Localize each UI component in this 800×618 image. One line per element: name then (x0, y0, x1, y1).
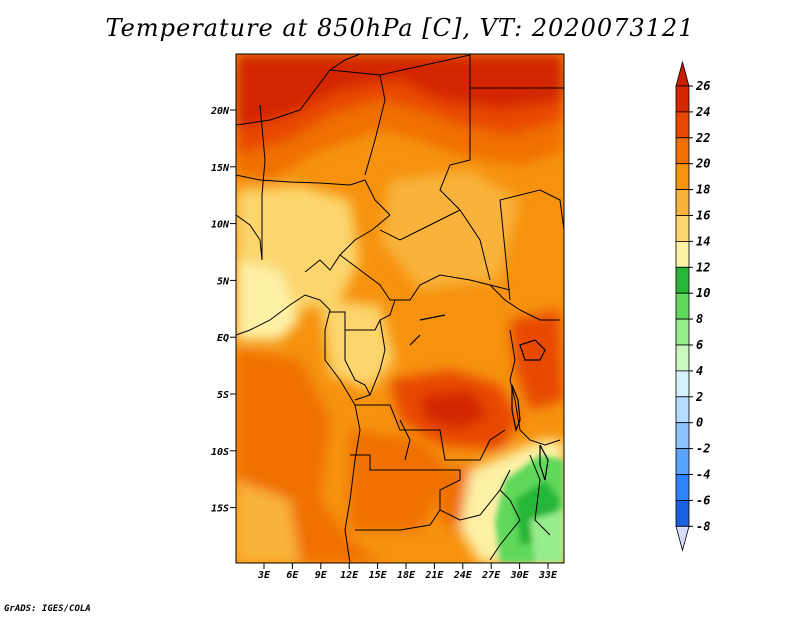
colorbar-label: -8 (696, 519, 710, 533)
lake-tanganyika (511, 384, 521, 433)
colorbar-label: 20 (695, 157, 710, 171)
boundary-gabon-congo (344, 330, 371, 396)
colorbar-label: 4 (696, 364, 703, 378)
colorbar-label: 6 (696, 338, 703, 352)
lat-tick-label: EQ (217, 333, 229, 344)
colorbar-segment (675, 111, 690, 139)
chart-title: Temperature at 850hPa [C], VT: 202007312… (105, 14, 695, 42)
field-hottest-sahara (236, 54, 564, 130)
colorbar-segment (675, 85, 690, 113)
colorbar-label: -6 (696, 493, 710, 507)
colorbar-label: 12 (696, 260, 710, 274)
boundary-benin-niger (259, 104, 266, 260)
colorbar-segment (675, 240, 690, 268)
lon-tick-label: 18E (397, 570, 416, 581)
colorbar-label: 0 (696, 416, 703, 430)
colorbar-segment (675, 318, 690, 346)
colorbar-segment (675, 137, 690, 165)
coastline-west (236, 294, 361, 563)
boundary-equatorialguinea-gabon (330, 299, 396, 331)
colorbar-segment (675, 344, 690, 372)
grads-credit: GrADS: IGES/COLA (4, 604, 91, 614)
map-frame (235, 53, 565, 564)
lon-tick-label: 12E (340, 570, 359, 581)
colorbar-label: 26 (695, 79, 710, 93)
colorbar-label: 22 (695, 131, 710, 145)
colorbar-label: -2 (696, 442, 710, 456)
field-cool-southwest (236, 480, 300, 563)
latitude-axis: 20N 15N 10N 5N EQ 5S 10S 15S (210, 106, 236, 515)
boundary-mali-algeria (236, 54, 361, 126)
boundary-congo-drc (354, 319, 386, 401)
lat-tick-label: 5N (217, 276, 230, 287)
colorbar-segment (675, 448, 690, 475)
colorbar-segment (675, 215, 690, 242)
colorbar-segment (675, 474, 690, 501)
colorbar-segment (675, 189, 690, 216)
field-coolest-gulf (236, 260, 300, 340)
boundary-drc-angola (355, 404, 506, 461)
lon-tick-label: 21E (424, 570, 444, 581)
colorbar-label: 16 (696, 209, 710, 223)
lat-tick-label: 10N (211, 220, 230, 231)
lon-tick-label: 15E (369, 570, 388, 581)
colorbar-label: 10 (696, 286, 710, 300)
boundary-chad-sudan (379, 54, 491, 281)
boundary-drc-internal (399, 419, 411, 461)
lon-tick-label: 6E (286, 570, 299, 581)
boundary-nigeria-niger (236, 174, 391, 216)
colorbar-segment (675, 266, 690, 294)
boundary-niger-chad-west (329, 69, 386, 176)
colorbar-segment (675, 422, 690, 450)
river-congo-2 (409, 334, 421, 346)
temperature-field (236, 54, 564, 563)
colorbar-over-triangle (675, 60, 690, 87)
river-congo-1 (419, 314, 446, 321)
colorbar-label: 8 (696, 312, 703, 326)
field-hotspot-congo (420, 390, 490, 430)
boundary-sudan-uganda (489, 284, 560, 321)
colorbar-label: 18 (696, 183, 710, 197)
colorbar-under-triangle (675, 525, 690, 552)
boundary-great-lakes (509, 329, 561, 446)
boundary-car-drc (339, 254, 511, 301)
lon-tick-label: 33E (538, 570, 558, 581)
country-boundaries (236, 54, 564, 563)
lake-malawi (539, 444, 549, 481)
colorbar-label: -4 (696, 468, 710, 482)
lon-tick-label: 24E (453, 570, 473, 581)
lat-tick-label: 15N (211, 163, 230, 174)
lon-tick-label: 30E (510, 570, 530, 581)
lat-tick-label: 5S (217, 390, 229, 401)
lon-tick-label: 27E (481, 570, 501, 581)
lat-tick-label: 10S (211, 447, 229, 458)
boundary-angola-zambia (350, 454, 511, 521)
colorbar-label: 2 (695, 390, 703, 404)
colorbar-segment (675, 499, 690, 527)
boundary-southsudan-ethiopia (499, 189, 564, 301)
colorbar-segment (675, 292, 690, 320)
boundary-angola-namibia (355, 509, 441, 531)
lon-tick-label: 9E (315, 570, 328, 581)
boundary-malawi-mozambique (529, 454, 551, 536)
lat-tick-label: 20N (210, 106, 230, 117)
colorbar-label: 14 (696, 234, 710, 248)
colorbar-segment (675, 370, 690, 398)
colorbar-segment (675, 163, 690, 190)
lon-tick-label: 3E (257, 570, 271, 581)
lat-tick-label: 15S (211, 504, 229, 515)
longitude-axis: 3E 6E 9E 12E 15E 18E 21E 24E 27E 30E 33E (257, 563, 558, 581)
boundary-car-chad (379, 209, 461, 241)
boundary-togo (236, 214, 263, 261)
colorbar-segment (675, 396, 690, 424)
field-warm-angola (350, 430, 450, 530)
colorbar-label: 24 (695, 105, 710, 119)
field-cool-gabon (320, 300, 395, 390)
lake-victoria (519, 339, 546, 361)
lakes (409, 314, 549, 481)
boundary-zimbabwe (489, 489, 521, 561)
